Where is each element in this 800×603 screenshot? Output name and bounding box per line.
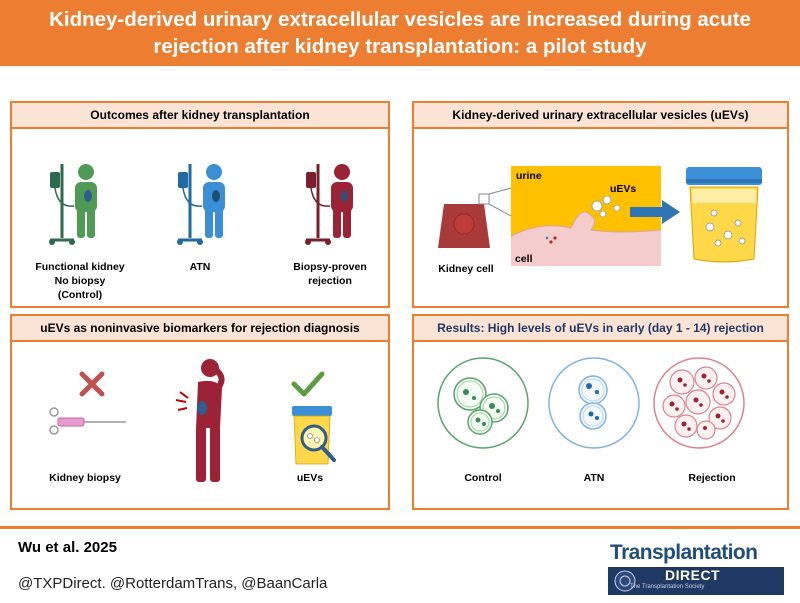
label-rejection-line1: Biopsy-proven bbox=[293, 261, 367, 273]
control-vesicles-icon bbox=[437, 357, 529, 449]
cross-icon bbox=[79, 371, 105, 397]
label-functional-line2: No biopsy bbox=[54, 275, 106, 287]
journal-logo-subtitle: The Transplantation Society bbox=[630, 584, 705, 590]
person-in-pain-icon bbox=[175, 359, 225, 482]
journal-logo-direct: DIRECT bbox=[665, 567, 721, 583]
footer: Wu et al. 2025 @TXPDirect. @RotterdamTra… bbox=[0, 526, 800, 603]
label-atn-result: ATN bbox=[583, 472, 605, 484]
label-atn: ATN bbox=[189, 261, 211, 273]
panel-outcomes-title: Outcomes after kidney transplantation bbox=[10, 101, 390, 129]
label-functional-line1: Functional kidney bbox=[35, 261, 125, 273]
label-rejection-line2: rejection bbox=[308, 275, 352, 287]
social-handles: @TXPDirect. @RotterdamTrans, @BaanCarla bbox=[18, 575, 328, 592]
arrow-right-icon bbox=[630, 200, 680, 224]
citation: Wu et al. 2025 bbox=[18, 539, 117, 556]
patient-atn-icon bbox=[177, 164, 225, 245]
check-icon bbox=[291, 371, 325, 397]
urine-cup-magnifier-icon bbox=[292, 406, 336, 465]
patient-rejection-icon bbox=[305, 164, 353, 245]
label-rejection-result: Rejection bbox=[688, 472, 736, 484]
urine-cup-icon bbox=[686, 167, 762, 263]
patient-control-icon bbox=[49, 164, 97, 245]
label-functional-kidney: Functional kidney No biopsy (Control) bbox=[30, 260, 130, 302]
label-functional-line3: (Control) bbox=[57, 289, 103, 301]
kidney-cell-icon bbox=[438, 204, 490, 248]
label-biopsy-proven-rejection: Biopsy-proven rejection bbox=[290, 260, 370, 288]
label-control: Control bbox=[464, 472, 502, 484]
label-kidney-cell: Kidney cell bbox=[438, 263, 494, 275]
panel-uevs-title: Kidney-derived urinary extracellular ves… bbox=[412, 101, 789, 129]
label-kidney-biopsy: Kidney biopsy bbox=[49, 472, 121, 484]
panel-results-title: Results: High levels of uEVs in early (d… bbox=[412, 314, 789, 342]
journal-seal-icon bbox=[614, 570, 636, 592]
label-urine: urine bbox=[516, 170, 542, 182]
title-banner: Kidney-derived urinary extracellular ves… bbox=[0, 0, 800, 66]
biopsy-needle-icon bbox=[49, 407, 126, 435]
journal-logo-bar bbox=[608, 567, 784, 595]
zoom-connector bbox=[478, 187, 512, 217]
rejection-vesicles-icon bbox=[653, 357, 745, 449]
page-title: Kidney-derived urinary extracellular ves… bbox=[49, 8, 751, 58]
panel-outcomes: Outcomes after kidney transplantation bbox=[10, 101, 390, 308]
label-cell: cell bbox=[515, 253, 533, 265]
panel-biomarkers-title: uEVs as noninvasive biomarkers for rejec… bbox=[10, 314, 390, 342]
label-uevs-biomarker: uEVs bbox=[296, 472, 324, 484]
journal-logo-wordmark: Transplantation bbox=[610, 541, 758, 564]
atn-vesicles-icon bbox=[548, 357, 640, 449]
label-uevs-diagram: uEVs bbox=[610, 183, 637, 195]
